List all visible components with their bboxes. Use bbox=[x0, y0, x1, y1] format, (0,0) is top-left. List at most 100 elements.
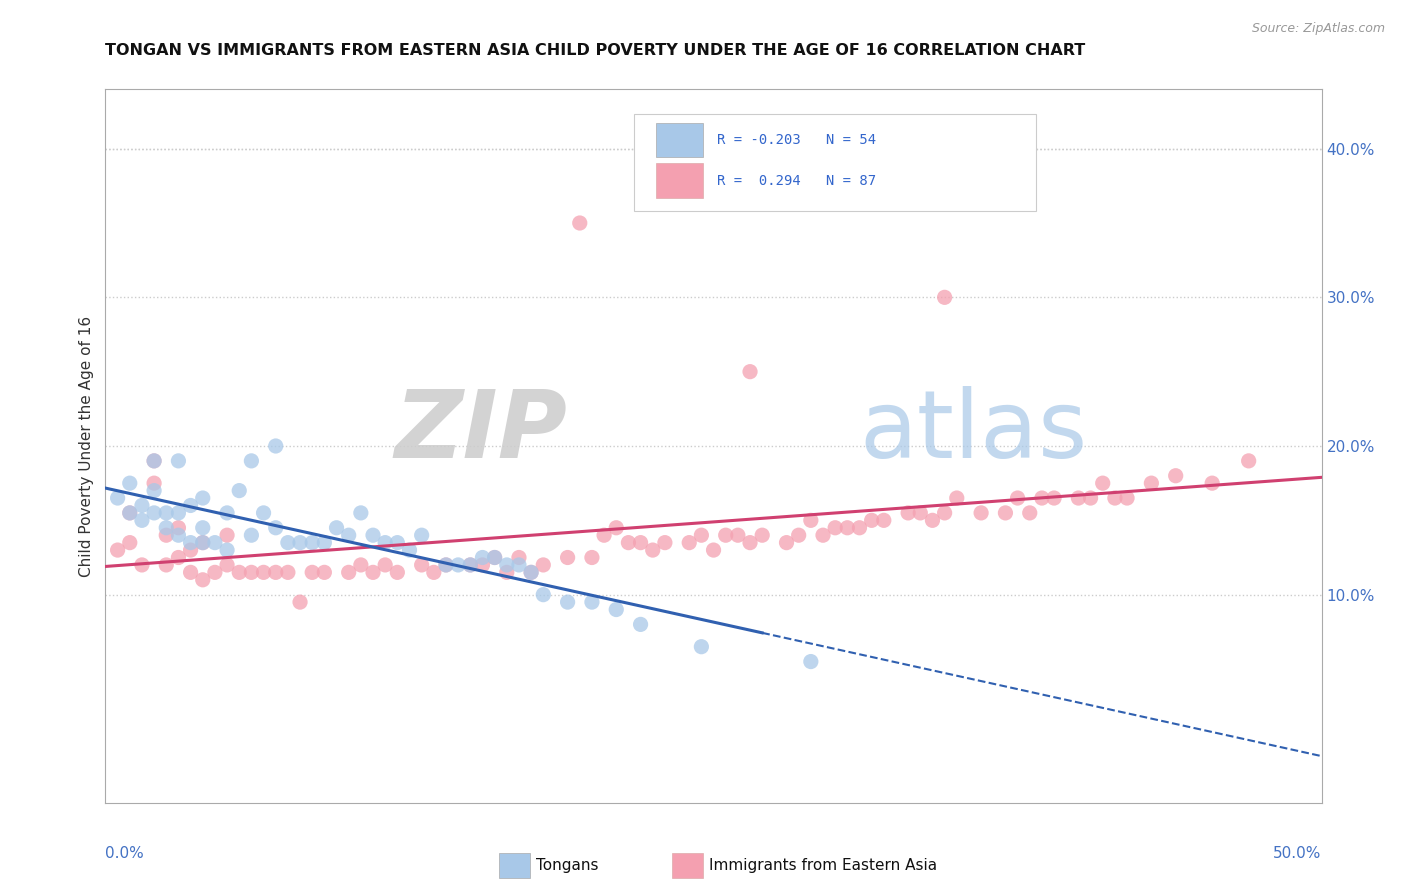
Point bbox=[240, 454, 263, 468]
Point bbox=[167, 521, 190, 535]
Point bbox=[800, 513, 823, 527]
Point bbox=[1018, 506, 1040, 520]
Point bbox=[630, 535, 652, 549]
Point bbox=[495, 566, 517, 580]
Point bbox=[325, 521, 347, 535]
Point bbox=[520, 566, 543, 580]
Point bbox=[617, 535, 640, 549]
Point bbox=[131, 558, 153, 572]
Point bbox=[374, 535, 396, 549]
Point bbox=[423, 566, 446, 580]
Point bbox=[860, 513, 883, 527]
Text: TONGAN VS IMMIGRANTS FROM EASTERN ASIA CHILD POVERTY UNDER THE AGE OF 16 CORRELA: TONGAN VS IMMIGRANTS FROM EASTERN ASIA C… bbox=[105, 43, 1085, 58]
Point bbox=[155, 521, 177, 535]
Point bbox=[155, 558, 177, 572]
Point bbox=[191, 521, 214, 535]
Text: Immigrants from Eastern Asia: Immigrants from Eastern Asia bbox=[709, 858, 936, 872]
Point bbox=[228, 566, 250, 580]
Point bbox=[1116, 491, 1139, 505]
Point bbox=[217, 506, 239, 520]
Point bbox=[191, 491, 214, 505]
FancyBboxPatch shape bbox=[657, 163, 703, 198]
Point bbox=[204, 535, 226, 549]
Point bbox=[143, 454, 166, 468]
Text: R = -0.203   N = 54: R = -0.203 N = 54 bbox=[717, 133, 876, 147]
Point bbox=[180, 499, 202, 513]
Point bbox=[1043, 491, 1066, 505]
Point bbox=[1201, 476, 1223, 491]
Point bbox=[361, 528, 384, 542]
Point bbox=[605, 521, 627, 535]
Point bbox=[350, 558, 373, 572]
Point bbox=[593, 528, 616, 542]
Point bbox=[118, 535, 141, 549]
Point bbox=[131, 499, 153, 513]
Point bbox=[387, 566, 409, 580]
Point bbox=[690, 528, 713, 542]
Point bbox=[775, 535, 797, 549]
Point bbox=[471, 558, 494, 572]
Point bbox=[970, 506, 993, 520]
Point bbox=[1140, 476, 1163, 491]
Point bbox=[143, 454, 166, 468]
Point bbox=[531, 558, 554, 572]
Point bbox=[387, 535, 409, 549]
Point bbox=[167, 506, 190, 520]
Point bbox=[727, 528, 749, 542]
Point bbox=[314, 566, 336, 580]
Point bbox=[191, 573, 214, 587]
Point bbox=[848, 521, 870, 535]
Point bbox=[118, 506, 141, 520]
Point bbox=[714, 528, 737, 542]
Point bbox=[508, 558, 530, 572]
Point bbox=[471, 550, 494, 565]
Point bbox=[458, 558, 481, 572]
Point bbox=[873, 513, 896, 527]
Point bbox=[945, 491, 967, 505]
Point bbox=[800, 655, 823, 669]
Point bbox=[107, 491, 129, 505]
Point bbox=[411, 528, 433, 542]
Point bbox=[641, 543, 664, 558]
Point bbox=[568, 216, 591, 230]
Point bbox=[581, 550, 603, 565]
Point bbox=[264, 521, 287, 535]
Point bbox=[167, 454, 190, 468]
Point bbox=[654, 535, 676, 549]
FancyBboxPatch shape bbox=[634, 114, 1036, 211]
Point bbox=[434, 558, 457, 572]
Text: Tongans: Tongans bbox=[536, 858, 598, 872]
Point bbox=[350, 506, 373, 520]
Point bbox=[811, 528, 834, 542]
Point bbox=[217, 543, 239, 558]
Point bbox=[240, 528, 263, 542]
Point bbox=[1237, 454, 1260, 468]
Point bbox=[143, 506, 166, 520]
Point bbox=[751, 528, 773, 542]
Point bbox=[191, 535, 214, 549]
Point bbox=[107, 543, 129, 558]
Point bbox=[994, 506, 1017, 520]
Point bbox=[1067, 491, 1090, 505]
Point bbox=[531, 588, 554, 602]
Point bbox=[155, 506, 177, 520]
Text: Source: ZipAtlas.com: Source: ZipAtlas.com bbox=[1251, 22, 1385, 36]
Point bbox=[143, 476, 166, 491]
Point bbox=[118, 506, 141, 520]
Point bbox=[191, 535, 214, 549]
Point bbox=[434, 558, 457, 572]
Text: 50.0%: 50.0% bbox=[1274, 846, 1322, 861]
Point bbox=[787, 528, 810, 542]
Point bbox=[1031, 491, 1053, 505]
Point bbox=[1080, 491, 1102, 505]
Point bbox=[264, 566, 287, 580]
Point bbox=[167, 528, 190, 542]
Point bbox=[143, 483, 166, 498]
Point bbox=[447, 558, 470, 572]
Point bbox=[630, 617, 652, 632]
Point bbox=[180, 535, 202, 549]
Point bbox=[301, 566, 323, 580]
Point bbox=[484, 550, 506, 565]
Point bbox=[824, 521, 846, 535]
Point bbox=[557, 550, 579, 565]
